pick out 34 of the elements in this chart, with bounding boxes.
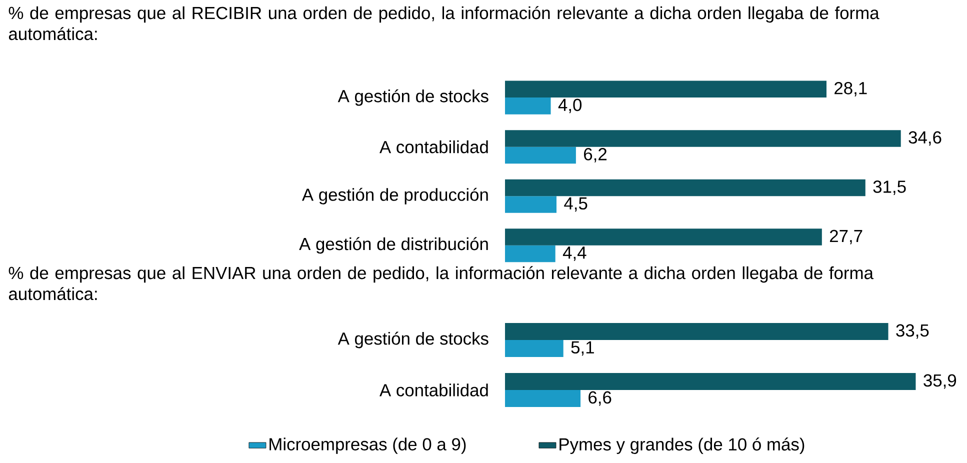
data-label: 35,9	[924, 374, 956, 389]
bar	[505, 179, 866, 196]
y-tick-label: A gestión de stocks	[338, 332, 488, 348]
bar	[505, 130, 901, 147]
bar	[505, 390, 581, 407]
data-label: 5,1	[571, 341, 594, 356]
legend-label: Microempresas (de 0 a 9)	[270, 438, 466, 454]
legend-label: Pymes y grandes (de 10 ó más)	[560, 438, 804, 454]
data-label: 31,5	[873, 180, 906, 195]
chart-title: % de empresas que al ENVIAR una orden de pedido, la información relevante a dicha orden llegaba de forma automática:	[8, 266, 874, 300]
y-tick-label: A contabilidad	[380, 140, 488, 154]
data-label: 4,4	[562, 246, 586, 261]
y-tick-label: A gestión de distribución	[299, 237, 488, 254]
data-label: 27,7	[830, 230, 862, 244]
y-tick-label: A gestión de stocks	[338, 89, 488, 106]
y-tick-label: A gestión de producción	[302, 188, 488, 204]
bar	[505, 196, 556, 213]
data-label: 6,2	[584, 148, 607, 162]
bar	[505, 245, 556, 262]
bar	[505, 322, 888, 340]
data-label: 6,6	[588, 391, 612, 406]
chart-title: % de empresas que al RECIBIR una orden de pedido, la información relevante a dicha orden llegaba de forma automática:	[8, 6, 880, 40]
data-label: 4,5	[564, 197, 588, 212]
y-tick-label: A contabilidad	[380, 384, 488, 396]
bar	[505, 80, 826, 98]
bar	[505, 340, 564, 357]
bar	[505, 372, 916, 390]
bar	[505, 228, 822, 246]
data-label: 4,0	[558, 98, 582, 114]
data-label: 28,1	[834, 82, 867, 96]
bar	[505, 146, 576, 164]
data-label: 34,6	[908, 131, 942, 146]
data-label: 33,5	[896, 324, 929, 339]
bar	[505, 98, 551, 114]
